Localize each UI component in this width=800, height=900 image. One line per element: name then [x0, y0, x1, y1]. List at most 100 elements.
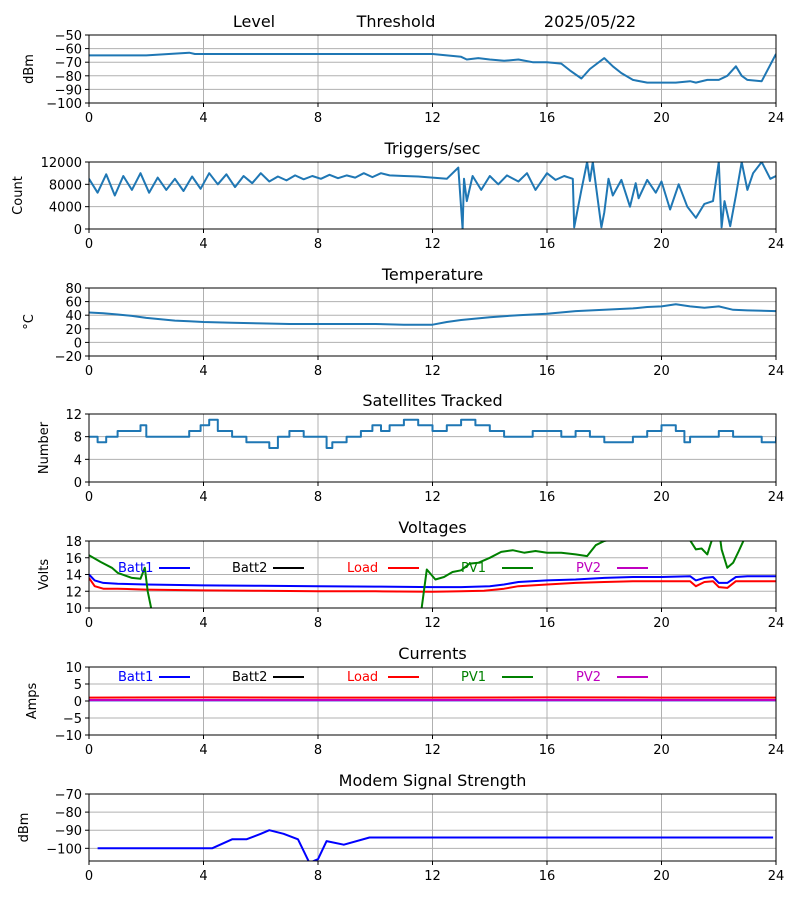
- y-tick-label: 5: [74, 678, 82, 693]
- header-date: 2025/05/22: [544, 12, 636, 31]
- series-group: [89, 303, 776, 326]
- series-group: [89, 418, 776, 449]
- chart-title: Voltages: [398, 518, 466, 537]
- y-tick-label: 20: [65, 323, 82, 338]
- x-tick-label: 4: [199, 869, 207, 884]
- y-tick-label: 0: [74, 336, 82, 351]
- y-tick-label: 60: [65, 296, 82, 311]
- chart-panel-6: 0 4 8 12 16 20 24 −100 −90 −80 −70 Modem Signal Str…: [17, 771, 784, 884]
- x-tick-label: 24: [768, 743, 785, 758]
- y-axis-label: Count: [11, 176, 26, 215]
- x-tick-label: 20: [653, 869, 670, 884]
- x-tick-label: 0: [85, 237, 93, 252]
- y-tick-label: 14: [65, 569, 82, 584]
- chart-panel-3: 0 4 8 12 16 20 24 0 4 8 12 Satellites Tracked Number: [37, 391, 784, 505]
- y-tick-label: 4000: [49, 201, 82, 216]
- y-axis-label: Volts: [37, 559, 52, 591]
- series-group: [89, 541, 776, 608]
- series-group: [89, 162, 776, 229]
- x-tick-label: 8: [314, 743, 322, 758]
- x-tick-label: 20: [653, 237, 670, 252]
- y-tick-label: 0: [74, 476, 82, 491]
- y-tick-label: −10: [55, 729, 82, 744]
- x-tick-label: 4: [199, 490, 207, 505]
- legend-label-pv2: PV2: [576, 670, 601, 685]
- series-line-0-0: [89, 51, 776, 84]
- x-tick-label: 4: [199, 616, 207, 631]
- y-tick-label: −90: [55, 83, 82, 98]
- x-tick-label: 8: [314, 490, 322, 505]
- x-tick-label: 16: [539, 364, 556, 379]
- x-tick-label: 8: [314, 111, 322, 126]
- legend-label-batt1: Batt1: [118, 561, 153, 576]
- y-tick-label: 12000: [41, 156, 82, 171]
- y-tick-label: 10: [65, 661, 82, 676]
- y-tick-label: 10: [65, 602, 82, 617]
- y-tick-label: −80: [55, 70, 82, 85]
- y-tick-label: 4: [74, 453, 82, 468]
- series-line-2-0: [89, 303, 776, 326]
- chart-title: Satellites Tracked: [362, 391, 502, 410]
- legend-label-batt2: Batt2: [232, 670, 267, 685]
- legend-label-load: Load: [347, 561, 378, 576]
- y-tick-label: 80: [65, 282, 82, 297]
- x-tick-label: 0: [85, 364, 93, 379]
- x-tick-label: 12: [424, 111, 441, 126]
- y-axis-label: Amps: [25, 682, 40, 719]
- x-tick-label: 16: [539, 111, 556, 126]
- y-tick-label: −100: [46, 842, 82, 857]
- header-level: Level: [233, 12, 275, 31]
- chart-panel-0: 0 4 8 12 16 20 24 −100−90−80−70−60−50 dBm: [22, 29, 784, 126]
- x-tick-label: 16: [539, 237, 556, 252]
- x-tick-label: 12: [424, 616, 441, 631]
- series-line-pv1: [89, 554, 153, 608]
- x-tick-label: 4: [199, 237, 207, 252]
- series-group: [89, 51, 776, 84]
- x-tick-label: 12: [424, 237, 441, 252]
- x-tick-label: 16: [539, 616, 556, 631]
- x-tick-label: 12: [424, 364, 441, 379]
- series-line-6-0: [97, 829, 774, 861]
- x-tick-label: 20: [653, 111, 670, 126]
- y-tick-label: 12: [65, 585, 82, 600]
- x-tick-label: 8: [314, 364, 322, 379]
- chart-title: Temperature: [381, 265, 483, 284]
- x-tick-label: 4: [199, 364, 207, 379]
- x-tick-label: 20: [653, 364, 670, 379]
- x-tick-label: 8: [314, 869, 322, 884]
- y-tick-label: 18: [65, 535, 82, 550]
- y-tick-label: −5: [63, 712, 82, 727]
- x-tick-label: 20: [653, 743, 670, 758]
- x-tick-label: 20: [653, 490, 670, 505]
- y-tick-label: 40: [65, 309, 82, 324]
- y-axis-label: Number: [37, 421, 52, 474]
- chart-title: Triggers/sec: [384, 139, 481, 158]
- x-tick-label: 12: [424, 869, 441, 884]
- x-tick-label: 0: [85, 869, 93, 884]
- series-group: [97, 829, 774, 861]
- series-line-load: [89, 577, 776, 593]
- y-tick-label: 8: [74, 431, 82, 446]
- series-line-1-0: [89, 162, 776, 229]
- y-tick-label: −60: [55, 43, 82, 58]
- x-tick-label: 24: [768, 616, 785, 631]
- x-tick-label: 12: [424, 490, 441, 505]
- y-tick-label: 8000: [49, 178, 82, 193]
- y-tick-label: −70: [55, 56, 82, 71]
- legend-label-pv1: PV1: [461, 670, 486, 685]
- y-tick-label: −20: [55, 350, 82, 365]
- x-tick-label: 24: [768, 869, 785, 884]
- x-tick-label: 16: [539, 490, 556, 505]
- y-tick-label: 0: [74, 223, 82, 238]
- series-line-pv1: [420, 541, 776, 608]
- x-tick-label: 20: [653, 616, 670, 631]
- y-tick-label: −50: [55, 29, 82, 44]
- legend-label-batt1: Batt1: [118, 670, 153, 685]
- y-tick-label: −80: [55, 806, 82, 821]
- chart-panel-1: 0 4 8 12 16 20 24 0 4000 8000 12000 Triggers/sec Cou…: [11, 139, 784, 252]
- y-axis-label: dBm: [22, 54, 37, 84]
- legend-label-batt2: Batt2: [232, 561, 267, 576]
